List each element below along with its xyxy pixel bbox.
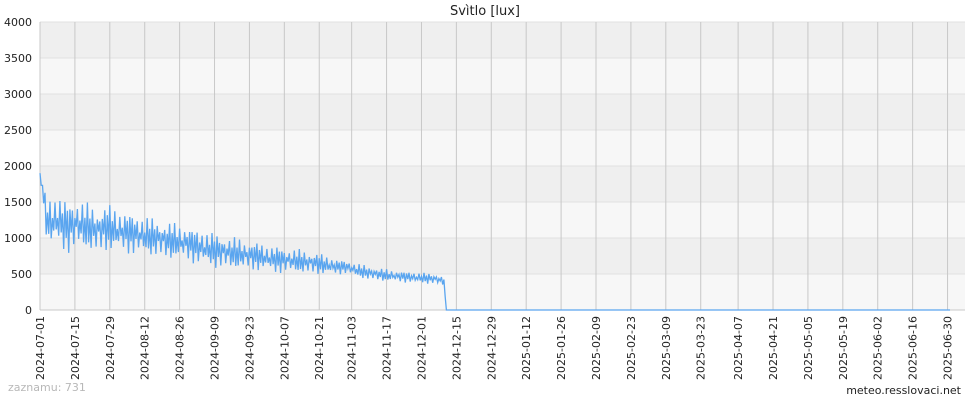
- x-tick-label: 2024-10-21: [313, 316, 326, 380]
- x-tick-label: 2025-04-07: [732, 316, 745, 380]
- x-tick-label: 2025-01-26: [555, 316, 568, 380]
- x-tick-label: 2025-06-30: [942, 316, 955, 380]
- x-tick-label: 2024-07-01: [34, 316, 47, 380]
- x-tick-label: 2025-03-09: [660, 316, 673, 380]
- y-tick-label: 1000: [4, 232, 32, 245]
- series-line: [39, 173, 950, 311]
- x-tick-label: 2025-04-21: [767, 316, 780, 380]
- y-tick-label: 3000: [4, 88, 32, 101]
- x-tick-label: 2024-08-26: [174, 316, 187, 380]
- series-lines: [39, 173, 950, 311]
- grid-band: [40, 274, 965, 310]
- grid-bands: [40, 21, 965, 311]
- chart-title: Svìtlo [lux]: [450, 4, 520, 19]
- grid-band: [40, 130, 965, 166]
- x-tick-label: 2025-02-23: [625, 316, 638, 380]
- y-tick-label: 2500: [4, 124, 32, 137]
- y-tick-label: 4000: [4, 16, 32, 29]
- x-tick-label: 2024-09-23: [243, 316, 256, 380]
- grid-band: [40, 202, 965, 238]
- vertical-gridlines: [39, 22, 965, 311]
- x-tick-label: 2024-10-07: [278, 316, 291, 380]
- x-tick-label: 2024-11-03: [346, 316, 359, 380]
- grid-band: [40, 166, 965, 202]
- x-tick-label: 2025-01-12: [520, 316, 533, 380]
- y-tick-label: 1500: [4, 196, 32, 209]
- x-tick-label: 2025-06-16: [907, 316, 920, 380]
- y-tick-label: 500: [11, 268, 32, 281]
- y-tick-labels: 0 500 1000 1500 2000 2500 3000 3500 4000: [4, 16, 32, 317]
- x-tick-label: 2024-12-01: [415, 316, 428, 380]
- x-tick-label: 2025-02-09: [590, 316, 603, 380]
- grid-band: [40, 94, 965, 130]
- grid-band: [40, 22, 965, 58]
- x-tick-labels: 2024-07-01 2024-07-15 2024-07-29 2024-08-12…: [34, 316, 955, 380]
- x-tick-label: 2024-11-17: [381, 316, 394, 380]
- x-tick-label: 2024-12-15: [450, 316, 463, 380]
- x-tick-label: 2025-05-19: [837, 316, 850, 380]
- x-tick-label: 2024-07-15: [69, 316, 82, 380]
- x-tick-label: 2024-09-09: [209, 316, 222, 380]
- grid-band: [40, 58, 965, 94]
- records-count: zaznamu: 731: [8, 381, 86, 394]
- x-tick-label: 2025-03-23: [695, 316, 708, 380]
- x-tick-label: 2024-12-29: [485, 316, 498, 380]
- x-tick-label: 2024-08-12: [139, 316, 152, 380]
- y-tick-label: 0: [25, 304, 32, 317]
- y-tick-label: 2000: [4, 160, 32, 173]
- x-tick-label: 2024-07-29: [104, 316, 117, 380]
- y-tick-label: 3500: [4, 52, 32, 65]
- x-tick-label: 2025-06-02: [872, 316, 885, 380]
- x-tick-label: 2025-05-05: [802, 316, 815, 380]
- site-name: meteo.resslovaci.net: [846, 384, 961, 397]
